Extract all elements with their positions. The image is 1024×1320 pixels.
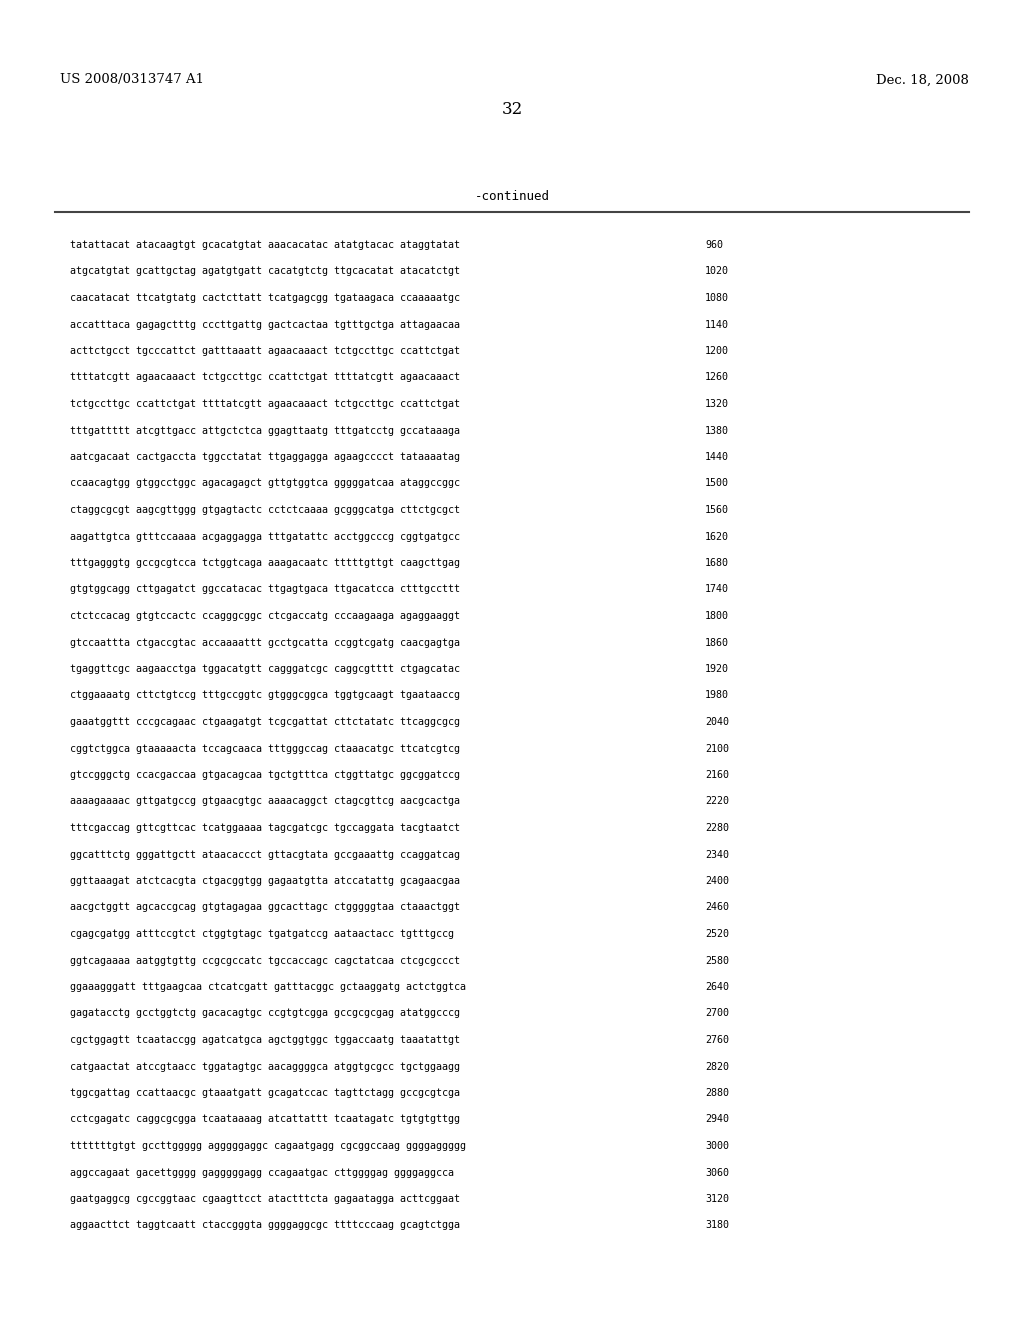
- Text: 1080: 1080: [705, 293, 729, 304]
- Text: 2700: 2700: [705, 1008, 729, 1019]
- Text: ttttatcgtt agaacaaact tctgccttgc ccattctgat ttttatcgtt agaacaaact: ttttatcgtt agaacaaact tctgccttgc ccattct…: [70, 372, 460, 383]
- Text: 32: 32: [502, 102, 522, 119]
- Text: tttcgaccag gttcgttcac tcatggaaaa tagcgatcgc tgccaggata tacgtaatct: tttcgaccag gttcgttcac tcatggaaaa tagcgat…: [70, 822, 460, 833]
- Text: ccaacagtgg gtggcctggc agacagagct gttgtggtca gggggatcaa ataggccggc: ccaacagtgg gtggcctggc agacagagct gttgtgg…: [70, 479, 460, 488]
- Text: 1380: 1380: [705, 425, 729, 436]
- Text: aagattgtca gtttccaaaa acgaggagga tttgatattc acctggcccg cggtgatgcc: aagattgtca gtttccaaaa acgaggagga tttgata…: [70, 532, 460, 541]
- Text: acttctgcct tgcccattct gatttaaatt agaacaaact tctgccttgc ccattctgat: acttctgcct tgcccattct gatttaaatt agaacaa…: [70, 346, 460, 356]
- Text: 3000: 3000: [705, 1140, 729, 1151]
- Text: 2100: 2100: [705, 743, 729, 754]
- Text: 2820: 2820: [705, 1061, 729, 1072]
- Text: gtccgggctg ccacgaccaa gtgacagcaa tgctgtttca ctggttatgc ggcggatccg: gtccgggctg ccacgaccaa gtgacagcaa tgctgtt…: [70, 770, 460, 780]
- Text: 1440: 1440: [705, 451, 729, 462]
- Text: 2520: 2520: [705, 929, 729, 939]
- Text: 2340: 2340: [705, 850, 729, 859]
- Text: cctcgagatc caggcgcgga tcaataaaag atcattattt tcaatagatc tgtgtgttgg: cctcgagatc caggcgcgga tcaataaaag atcatta…: [70, 1114, 460, 1125]
- Text: 2220: 2220: [705, 796, 729, 807]
- Text: 2040: 2040: [705, 717, 729, 727]
- Text: tttgagggtg gccgcgtcca tctggtcaga aaagacaatc tttttgttgt caagcttgag: tttgagggtg gccgcgtcca tctggtcaga aaagaca…: [70, 558, 460, 568]
- Text: 1560: 1560: [705, 506, 729, 515]
- Text: 2280: 2280: [705, 822, 729, 833]
- Text: 1740: 1740: [705, 585, 729, 594]
- Text: tttttttgtgt gccttggggg agggggaggc cagaatgagg cgcggccaag ggggaggggg: tttttttgtgt gccttggggg agggggaggc cagaat…: [70, 1140, 466, 1151]
- Text: ctggaaaatg cttctgtccg tttgccggtc gtgggcggca tggtgcaagt tgaataaccg: ctggaaaatg cttctgtccg tttgccggtc gtgggcg…: [70, 690, 460, 701]
- Text: 2760: 2760: [705, 1035, 729, 1045]
- Text: 1620: 1620: [705, 532, 729, 541]
- Text: 2640: 2640: [705, 982, 729, 993]
- Text: gtccaattta ctgaccgtac accaaaattt gcctgcatta ccggtcgatg caacgagtga: gtccaattta ctgaccgtac accaaaattt gcctgca…: [70, 638, 460, 648]
- Text: caacatacat ttcatgtatg cactcttatt tcatgagcgg tgataagaca ccaaaaatgc: caacatacat ttcatgtatg cactcttatt tcatgag…: [70, 293, 460, 304]
- Text: 2880: 2880: [705, 1088, 729, 1098]
- Text: cgctggagtt tcaataccgg agatcatgca agctggtggc tggaccaatg taaatattgt: cgctggagtt tcaataccgg agatcatgca agctggt…: [70, 1035, 460, 1045]
- Text: ctctccacag gtgtccactc ccagggcggc ctcgaccatg cccaagaaga agaggaaggt: ctctccacag gtgtccactc ccagggcggc ctcgacc…: [70, 611, 460, 620]
- Text: aggaacttct taggtcaatt ctaccgggta ggggaggcgc ttttcccaag gcagtctgga: aggaacttct taggtcaatt ctaccgggta ggggagg…: [70, 1221, 460, 1230]
- Text: 1860: 1860: [705, 638, 729, 648]
- Text: cgagcgatgg atttccgtct ctggtgtagc tgatgatccg aataactacc tgtttgccg: cgagcgatgg atttccgtct ctggtgtagc tgatgat…: [70, 929, 454, 939]
- Text: 3180: 3180: [705, 1221, 729, 1230]
- Text: tatattacat atacaagtgt gcacatgtat aaacacatac atatgtacac ataggtatat: tatattacat atacaagtgt gcacatgtat aaacaca…: [70, 240, 460, 249]
- Text: gaaatggttt cccgcagaac ctgaagatgt tcgcgattat cttctatatc ttcaggcgcg: gaaatggttt cccgcagaac ctgaagatgt tcgcgat…: [70, 717, 460, 727]
- Text: 960: 960: [705, 240, 723, 249]
- Text: 3120: 3120: [705, 1195, 729, 1204]
- Text: tttgattttt atcgttgacc attgctctca ggagttaatg tttgatcctg gccataaaga: tttgattttt atcgttgacc attgctctca ggagtta…: [70, 425, 460, 436]
- Text: 2400: 2400: [705, 876, 729, 886]
- Text: 1020: 1020: [705, 267, 729, 276]
- Text: gagatacctg gcctggtctg gacacagtgc ccgtgtcgga gccgcgcgag atatggcccg: gagatacctg gcctggtctg gacacagtgc ccgtgtc…: [70, 1008, 460, 1019]
- Text: 1320: 1320: [705, 399, 729, 409]
- Text: ctaggcgcgt aagcgttggg gtgagtactc cctctcaaaa gcgggcatga cttctgcgct: ctaggcgcgt aagcgttggg gtgagtactc cctctca…: [70, 506, 460, 515]
- Text: ggttaaagat atctcacgta ctgacggtgg gagaatgtta atccatattg gcagaacgaa: ggttaaagat atctcacgta ctgacggtgg gagaatg…: [70, 876, 460, 886]
- Text: atgcatgtat gcattgctag agatgtgatt cacatgtctg ttgcacatat atacatctgt: atgcatgtat gcattgctag agatgtgatt cacatgt…: [70, 267, 460, 276]
- Text: 2940: 2940: [705, 1114, 729, 1125]
- Text: ggaaagggatt tttgaagcaa ctcatcgatt gatttacggc gctaaggatg actctggtca: ggaaagggatt tttgaagcaa ctcatcgatt gattta…: [70, 982, 466, 993]
- Text: 3060: 3060: [705, 1167, 729, 1177]
- Text: aggccagaat gacettgggg gagggggagg ccagaatgac cttggggag ggggaggcca: aggccagaat gacettgggg gagggggagg ccagaat…: [70, 1167, 454, 1177]
- Text: ggtcagaaaa aatggtgttg ccgcgccatc tgccaccagc cagctatcaa ctcgcgccct: ggtcagaaaa aatggtgttg ccgcgccatc tgccacc…: [70, 956, 460, 965]
- Text: -continued: -continued: [474, 190, 550, 203]
- Text: aaaagaaaac gttgatgccg gtgaacgtgc aaaacaggct ctagcgttcg aacgcactga: aaaagaaaac gttgatgccg gtgaacgtgc aaaacag…: [70, 796, 460, 807]
- Text: 2580: 2580: [705, 956, 729, 965]
- Text: Dec. 18, 2008: Dec. 18, 2008: [877, 74, 969, 87]
- Text: 2460: 2460: [705, 903, 729, 912]
- Text: 2160: 2160: [705, 770, 729, 780]
- Text: 1140: 1140: [705, 319, 729, 330]
- Text: 1920: 1920: [705, 664, 729, 675]
- Text: tgaggttcgc aagaacctga tggacatgtt cagggatcgc caggcgtttt ctgagcatac: tgaggttcgc aagaacctga tggacatgtt cagggat…: [70, 664, 460, 675]
- Text: gtgtggcagg cttgagatct ggccatacac ttgagtgaca ttgacatcca ctttgccttt: gtgtggcagg cttgagatct ggccatacac ttgagtg…: [70, 585, 460, 594]
- Text: aacgctggtt agcaccgcag gtgtagagaa ggcacttagc ctgggggtaa ctaaactggt: aacgctggtt agcaccgcag gtgtagagaa ggcactt…: [70, 903, 460, 912]
- Text: accatttaca gagagctttg cccttgattg gactcactaa tgtttgctga attagaacaa: accatttaca gagagctttg cccttgattg gactcac…: [70, 319, 460, 330]
- Text: 1680: 1680: [705, 558, 729, 568]
- Text: US 2008/0313747 A1: US 2008/0313747 A1: [60, 74, 204, 87]
- Text: catgaactat atccgtaacc tggatagtgc aacaggggca atggtgcgcc tgctggaagg: catgaactat atccgtaacc tggatagtgc aacaggg…: [70, 1061, 460, 1072]
- Text: 1980: 1980: [705, 690, 729, 701]
- Text: tggcgattag ccattaacgc gtaaatgatt gcagatccac tagttctagg gccgcgtcga: tggcgattag ccattaacgc gtaaatgatt gcagatc…: [70, 1088, 460, 1098]
- Text: cggtctggca gtaaaaacta tccagcaaca tttgggccag ctaaacatgc ttcatcgtcg: cggtctggca gtaaaaacta tccagcaaca tttgggc…: [70, 743, 460, 754]
- Text: 1800: 1800: [705, 611, 729, 620]
- Text: tctgccttgc ccattctgat ttttatcgtt agaacaaact tctgccttgc ccattctgat: tctgccttgc ccattctgat ttttatcgtt agaacaa…: [70, 399, 460, 409]
- Text: 1500: 1500: [705, 479, 729, 488]
- Text: aatcgacaat cactgaccta tggcctatat ttgaggagga agaagcccct tataaaatag: aatcgacaat cactgaccta tggcctatat ttgagga…: [70, 451, 460, 462]
- Text: gaatgaggcg cgccggtaac cgaagttcct atactttcta gagaatagga acttcggaat: gaatgaggcg cgccggtaac cgaagttcct atacttt…: [70, 1195, 460, 1204]
- Text: 1200: 1200: [705, 346, 729, 356]
- Text: 1260: 1260: [705, 372, 729, 383]
- Text: ggcatttctg gggattgctt ataacaccct gttacgtata gccgaaattg ccaggatcag: ggcatttctg gggattgctt ataacaccct gttacgt…: [70, 850, 460, 859]
